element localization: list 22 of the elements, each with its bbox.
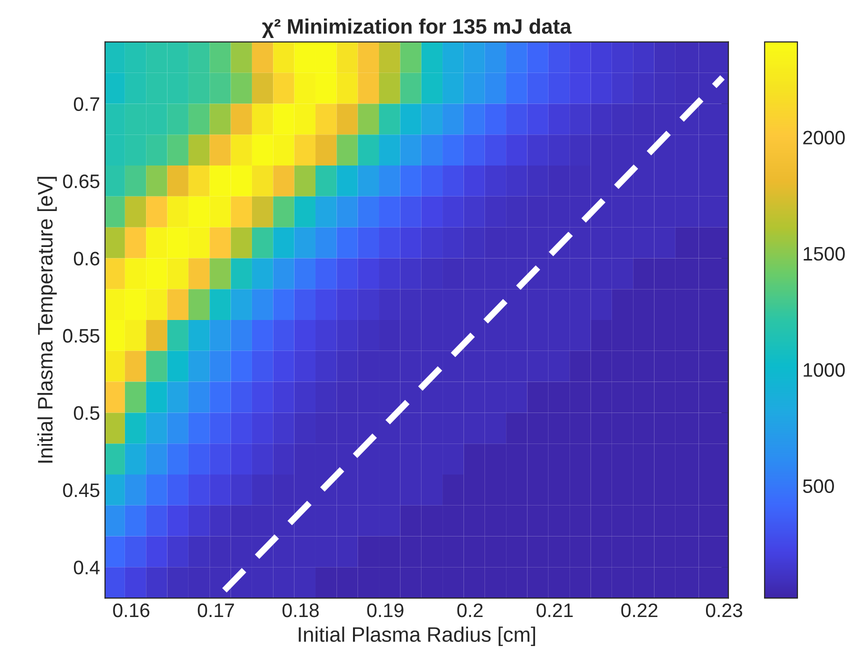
y-tick-label: 0.6 [74, 252, 100, 266]
y-tick-label: 0.55 [63, 328, 100, 343]
x-tick-label: 0.21 [536, 603, 573, 618]
y-tick-label: 0.65 [63, 174, 100, 188]
y-tick-label: 0.5 [74, 406, 100, 420]
color-bar-label: 2000 [803, 130, 845, 144]
y-axis-title: Initial Plasma Temperature [eV] [37, 176, 57, 463]
y-tick-label: 0.7 [74, 97, 100, 111]
x-tick-label: 0.22 [621, 603, 658, 618]
chart-title: χ² Minimization for 135 mJ data [262, 18, 572, 38]
x-tick-label: 0.17 [198, 603, 234, 618]
y-tick-label: 0.4 [74, 560, 100, 574]
x-tick-label: 0.2 [457, 603, 483, 618]
x-tick-label: 0.23 [706, 603, 742, 618]
x-axis-title: Initial Plasma Radius [cm] [298, 626, 536, 646]
x-tick-label: 0.18 [282, 603, 319, 618]
color-bar-label: 1000 [804, 363, 845, 377]
x-tick-label: 0.16 [113, 603, 150, 618]
color-bar-label: 500 [803, 479, 834, 494]
x-tick-label: 0.19 [367, 603, 404, 618]
color-bar-label: 1500 [804, 246, 845, 261]
y-tick-label: 0.45 [63, 483, 100, 498]
